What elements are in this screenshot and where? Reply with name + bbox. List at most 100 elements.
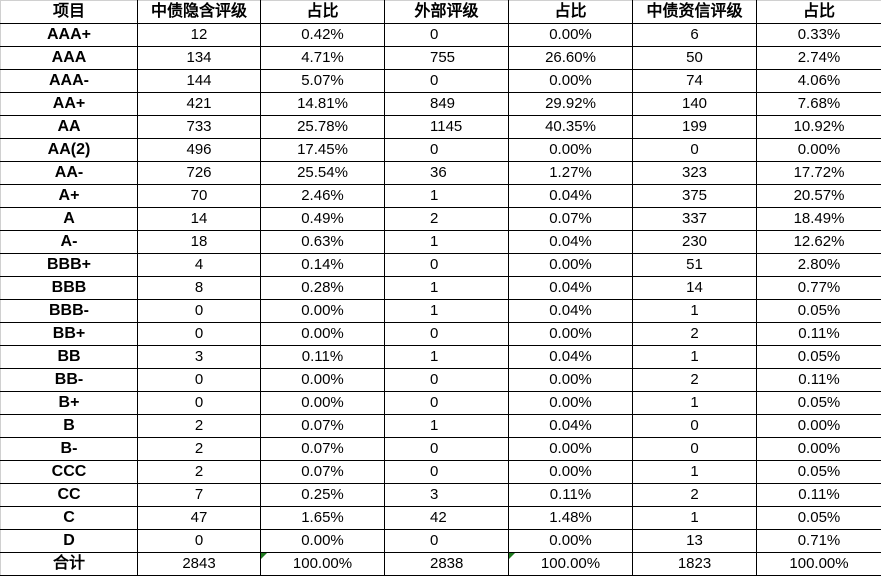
cell-external-share[interactable]: 0.00% [508,391,633,415]
cell-implied-share[interactable]: 0.00% [260,529,385,553]
cell-external-share[interactable]: 0.00% [508,368,633,392]
cell-external-share[interactable]: 26.60% [508,46,633,70]
cell-implied-share[interactable]: 0.14% [260,253,385,277]
cell-external-count[interactable]: 0 [384,23,509,47]
cell-rating[interactable]: A- [0,230,138,254]
cell-credit-count[interactable]: 74 [632,69,757,93]
cell-implied-share[interactable]: 0.00% [260,368,385,392]
column-header-external-count[interactable]: 外部评级 [384,0,509,24]
cell-implied-share[interactable]: 0.07% [260,437,385,461]
cell-external-share[interactable]: 0.00% [508,460,633,484]
cell-external-share[interactable]: 0.00% [508,69,633,93]
cell-external-share[interactable]: 0.00% [508,23,633,47]
cell-credit-share[interactable]: 0.05% [756,506,881,530]
cell-implied-count[interactable]: 7 [137,483,261,507]
cell-implied-share[interactable]: 14.81% [260,92,385,116]
cell-external-count[interactable]: 3 [384,483,509,507]
cell-implied-share[interactable]: 0.07% [260,460,385,484]
column-header-implied-count[interactable]: 中债隐含评级 [137,0,261,24]
cell-implied-share[interactable]: 0.25% [260,483,385,507]
cell-external-share[interactable]: 0.04% [508,230,633,254]
cell-credit-count[interactable]: 140 [632,92,757,116]
cell-external-count[interactable]: 849 [384,92,509,116]
cell-external-count[interactable]: 0 [384,460,509,484]
cell-implied-count[interactable]: 47 [137,506,261,530]
cell-implied-count[interactable]: 144 [137,69,261,93]
cell-implied-count[interactable]: 2843 [137,552,261,576]
cell-external-share[interactable]: 0.00% [508,437,633,461]
cell-external-share[interactable]: 29.92% [508,92,633,116]
cell-implied-count[interactable]: 8 [137,276,261,300]
cell-rating[interactable]: B+ [0,391,138,415]
cell-credit-count[interactable]: 50 [632,46,757,70]
cell-external-share[interactable]: 40.35% [508,115,633,139]
cell-implied-count[interactable]: 421 [137,92,261,116]
cell-credit-count[interactable]: 1 [632,460,757,484]
cell-external-count[interactable]: 0 [384,529,509,553]
cell-implied-share[interactable]: 5.07% [260,69,385,93]
cell-implied-count[interactable]: 0 [137,529,261,553]
cell-credit-share[interactable]: 4.06% [756,69,881,93]
cell-credit-share[interactable]: 0.05% [756,299,881,323]
cell-external-count[interactable]: 0 [384,437,509,461]
cell-external-count[interactable]: 1 [384,414,509,438]
error-indicator-icon[interactable] [509,553,515,559]
cell-credit-share[interactable]: 0.00% [756,414,881,438]
cell-external-count[interactable]: 755 [384,46,509,70]
cell-credit-share[interactable]: 0.11% [756,483,881,507]
error-indicator-icon[interactable] [261,553,267,559]
cell-implied-count[interactable]: 3 [137,345,261,369]
column-header-credit-count[interactable]: 中债资信评级 [632,0,757,24]
cell-credit-share[interactable]: 0.11% [756,322,881,346]
cell-rating[interactable]: AA [0,115,138,139]
cell-external-count[interactable]: 1 [384,184,509,208]
cell-implied-count[interactable]: 14 [137,207,261,231]
cell-credit-share[interactable]: 20.57% [756,184,881,208]
cell-external-count[interactable]: 1 [384,230,509,254]
cell-implied-share[interactable]: 0.63% [260,230,385,254]
cell-implied-count[interactable]: 0 [137,322,261,346]
cell-implied-share[interactable]: 0.28% [260,276,385,300]
cell-implied-count[interactable]: 18 [137,230,261,254]
cell-credit-count[interactable]: 337 [632,207,757,231]
cell-implied-count[interactable]: 496 [137,138,261,162]
cell-external-share[interactable]: 0.04% [508,184,633,208]
cell-external-count[interactable]: 0 [384,368,509,392]
cell-external-share[interactable]: 0.04% [508,299,633,323]
column-header-rating[interactable]: 项目 [0,0,138,24]
cell-implied-share[interactable]: 0.07% [260,414,385,438]
cell-external-share[interactable]: 0.07% [508,207,633,231]
cell-rating[interactable]: AAA+ [0,23,138,47]
cell-rating[interactable]: AA- [0,161,138,185]
cell-rating[interactable]: A+ [0,184,138,208]
cell-external-share[interactable]: 1.27% [508,161,633,185]
cell-external-count[interactable]: 1145 [384,115,509,139]
cell-rating[interactable]: 合计 [0,552,138,576]
cell-credit-share[interactable]: 2.80% [756,253,881,277]
cell-implied-share[interactable]: 0.11% [260,345,385,369]
cell-implied-share[interactable]: 0.00% [260,299,385,323]
cell-implied-count[interactable]: 12 [137,23,261,47]
cell-external-share[interactable]: 0.04% [508,414,633,438]
cell-credit-share[interactable]: 0.05% [756,345,881,369]
cell-external-count[interactable]: 0 [384,391,509,415]
cell-external-count[interactable]: 2838 [384,552,509,576]
cell-credit-count[interactable]: 0 [632,138,757,162]
cell-rating[interactable]: C [0,506,138,530]
cell-credit-count[interactable]: 1 [632,506,757,530]
column-header-external-share[interactable]: 占比 [508,0,633,24]
cell-credit-count[interactable]: 0 [632,437,757,461]
cell-credit-share[interactable]: 0.33% [756,23,881,47]
cell-credit-count[interactable]: 1 [632,391,757,415]
cell-implied-share[interactable]: 0.49% [260,207,385,231]
cell-external-share[interactable]: 0.04% [508,276,633,300]
cell-credit-share[interactable]: 12.62% [756,230,881,254]
cell-implied-count[interactable]: 4 [137,253,261,277]
cell-implied-share[interactable]: 4.71% [260,46,385,70]
cell-external-count[interactable]: 0 [384,138,509,162]
cell-external-count[interactable]: 0 [384,322,509,346]
cell-rating[interactable]: BB [0,345,138,369]
cell-implied-share[interactable]: 0.00% [260,391,385,415]
cell-external-share[interactable]: 1.48% [508,506,633,530]
cell-external-share[interactable]: 0.04% [508,345,633,369]
